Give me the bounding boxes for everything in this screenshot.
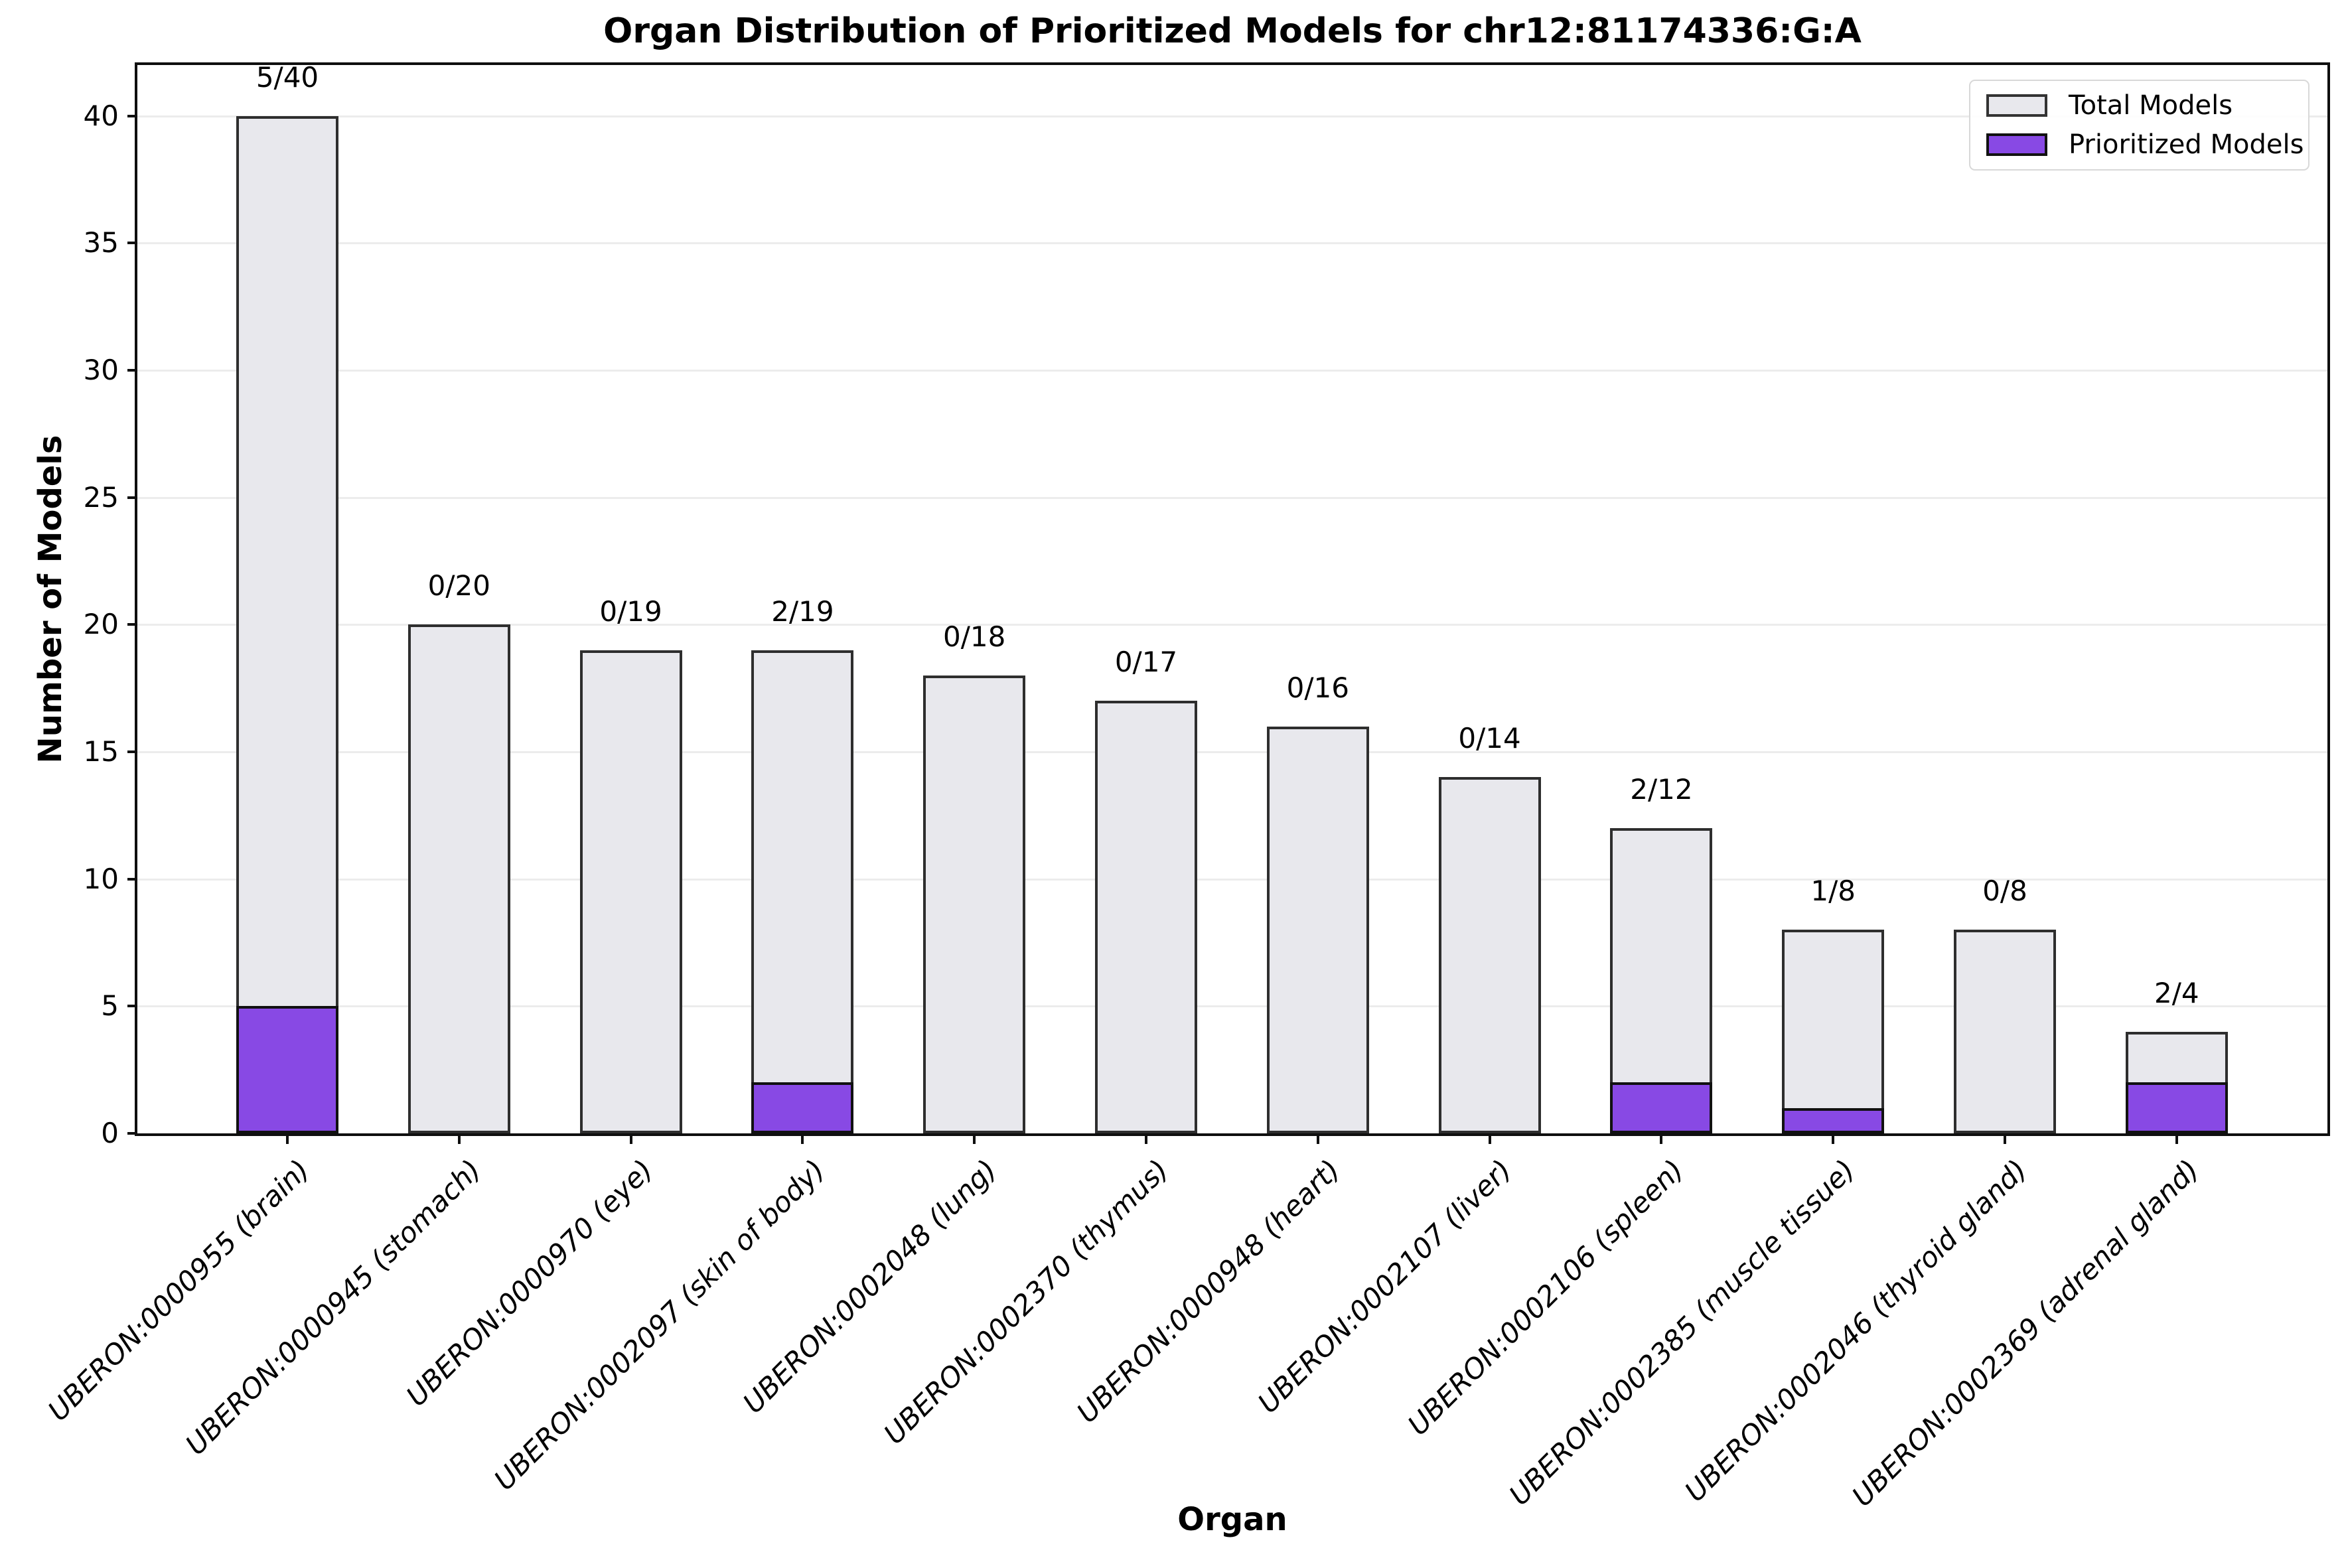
chart-title: Organ Distribution of Prioritized Models… — [603, 11, 1862, 51]
x-tick-label: UBERON:0002046 (thyroid gland) — [1678, 1153, 2033, 1508]
legend: Total Models Prioritized Models — [1969, 80, 2309, 171]
x-tick-label: UBERON:0002385 (muscle tissue) — [1503, 1153, 1862, 1512]
y-tick-label: 30 — [83, 354, 119, 386]
x-tick-label: UBERON:0000945 (stomach) — [179, 1153, 488, 1462]
x-axis-tick — [1832, 1133, 1835, 1144]
y-tick-label: 0 — [101, 1117, 119, 1149]
y-tick-label: 15 — [83, 735, 119, 768]
bar-total — [1095, 701, 1197, 1133]
gridline — [137, 751, 2327, 753]
gridline — [137, 496, 2327, 499]
x-axis-tick — [629, 1133, 632, 1144]
y-axis-tick — [127, 1132, 137, 1135]
bar-value-label: 0/20 — [427, 569, 490, 603]
gridline — [137, 370, 2327, 372]
x-tick-label: UBERON:0002097 (skin of body) — [487, 1153, 832, 1497]
bar-value-label: 1/8 — [1810, 875, 1856, 908]
y-tick-label: 35 — [83, 226, 119, 259]
y-tick-label: 25 — [83, 480, 119, 514]
bar-value-label: 0/19 — [599, 595, 662, 628]
bar-total — [579, 650, 682, 1133]
x-axis-tick — [1488, 1133, 1491, 1144]
y-axis-tick — [127, 750, 137, 753]
bar-total — [751, 650, 854, 1133]
gridline — [137, 878, 2327, 881]
bar-total — [236, 115, 338, 1133]
bar-value-label: 0/16 — [1286, 671, 1349, 704]
y-axis-tick — [127, 877, 137, 881]
bar-value-label: 2/4 — [2154, 976, 2199, 1009]
x-axis-tick — [801, 1133, 804, 1144]
x-axis-tick — [1660, 1133, 1663, 1144]
bar-total — [1954, 930, 2056, 1133]
bar-total — [1266, 726, 1369, 1133]
gridline — [137, 1005, 2327, 1008]
x-axis-tick — [457, 1133, 461, 1144]
y-axis-tick — [127, 114, 137, 117]
legend-label-total: Total Models — [2069, 90, 2233, 121]
y-tick-label: 10 — [83, 862, 119, 895]
bar-prioritized — [751, 1082, 854, 1133]
bar-total — [407, 624, 510, 1133]
legend-label-prioritized: Prioritized Models — [2069, 129, 2304, 160]
bar-total — [923, 676, 1026, 1133]
x-tick-label: UBERON:0002370 (thymus) — [877, 1153, 1175, 1451]
gridline — [137, 242, 2327, 245]
x-tick-label: UBERON:0002369 (adrenal gland) — [1845, 1153, 2205, 1513]
legend-item-prioritized: Prioritized Models — [1986, 130, 2308, 159]
bar-value-label: 0/18 — [943, 620, 1006, 653]
bar-value-label: 0/17 — [1114, 646, 1178, 679]
x-tick-label: UBERON:0002106 (spleen) — [1401, 1153, 1690, 1442]
x-axis-tick — [1316, 1133, 1319, 1144]
bar-value-label: 0/8 — [1982, 875, 2027, 908]
x-axis-tick — [2175, 1133, 2178, 1144]
bar-value-label: 2/19 — [771, 595, 834, 628]
bar-value-label: 2/12 — [1630, 773, 1693, 806]
y-axis-tick — [127, 369, 137, 372]
y-tick-label: 20 — [83, 608, 119, 641]
prioritized-models-swatch — [1986, 133, 2047, 156]
total-models-swatch — [1986, 94, 2047, 117]
x-axis-tick — [973, 1133, 976, 1144]
plot-area: 0 5 10 15 20 25 30 35 40 5/40 UBERON:0000955 (brai… — [42, 60, 2330, 1513]
y-tick-label: 5 — [101, 989, 119, 1023]
x-axis-tick — [1145, 1133, 1147, 1144]
y-axis-tick — [127, 496, 137, 499]
bar-prioritized — [2125, 1082, 2228, 1133]
bar-total — [1438, 777, 1541, 1133]
x-axis-label: Organ — [1177, 1501, 1287, 1538]
x-axis-tick — [2004, 1133, 2006, 1144]
y-axis-tick — [127, 242, 137, 245]
bar-value-label: 5/40 — [256, 60, 319, 94]
bar-prioritized — [1610, 1082, 1713, 1133]
y-axis-tick — [127, 623, 137, 626]
bar-value-label: 0/14 — [1458, 722, 1521, 755]
bar-prioritized — [236, 1006, 338, 1133]
bar-prioritized — [1782, 1107, 1885, 1133]
legend-item-total: Total Models — [1986, 91, 2308, 120]
bar-total — [1782, 930, 1885, 1133]
gridline — [137, 624, 2327, 626]
y-tick-label: 40 — [83, 99, 119, 132]
x-axis-tick — [286, 1133, 289, 1144]
y-axis-tick — [127, 1005, 137, 1008]
gridline — [137, 115, 2327, 117]
